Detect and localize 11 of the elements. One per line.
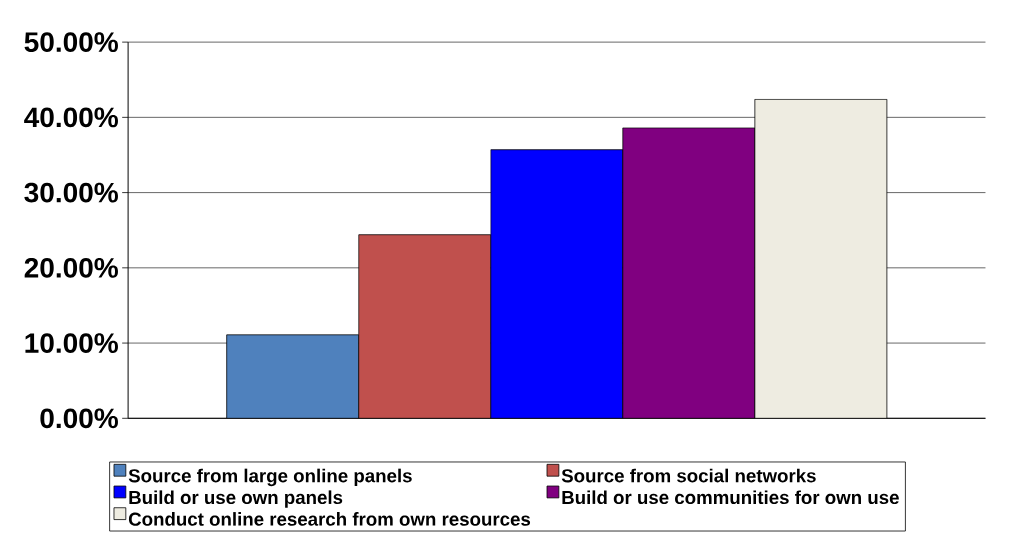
y-tick-label: 0.00% <box>40 408 118 429</box>
legend-label: Source from social networks <box>561 468 816 483</box>
legend-label: Source from large online panels <box>128 468 412 487</box>
y-tick-label: 20.00% <box>24 258 118 278</box>
y-tick-label: 30.00% <box>24 182 118 203</box>
legend-label: Build or use communities for own use <box>562 490 899 505</box>
y-tick-label: 50.00% <box>24 32 118 53</box>
y-tick-label: 10.00% <box>25 333 118 354</box>
legend-label: Build or use own panels <box>129 490 343 508</box>
y-tick-label: 40.00% <box>24 107 118 128</box>
legend-label: Conduct online research from own resources <box>128 512 531 527</box>
